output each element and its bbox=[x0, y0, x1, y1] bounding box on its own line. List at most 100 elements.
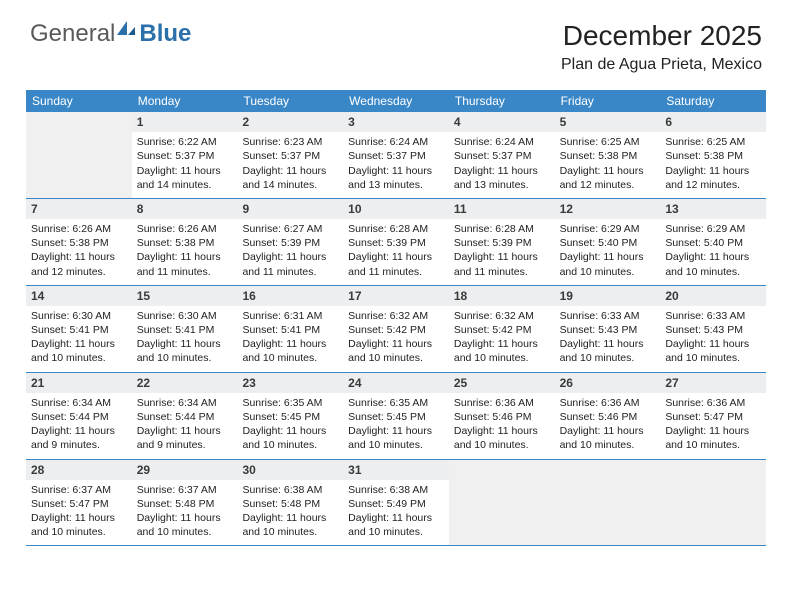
sunset-text: Sunset: 5:43 PM bbox=[665, 323, 761, 337]
calendar-cell: 28Sunrise: 6:37 AMSunset: 5:47 PMDayligh… bbox=[26, 460, 132, 546]
day-body: Sunrise: 6:38 AMSunset: 5:49 PMDaylight:… bbox=[343, 480, 449, 546]
calendar-cell: 4Sunrise: 6:24 AMSunset: 5:37 PMDaylight… bbox=[449, 112, 555, 198]
day-number: 23 bbox=[237, 373, 343, 393]
calendar-cell: 19Sunrise: 6:33 AMSunset: 5:43 PMDayligh… bbox=[555, 286, 661, 372]
calendar-cell: 21Sunrise: 6:34 AMSunset: 5:44 PMDayligh… bbox=[26, 373, 132, 459]
calendar-cell: 29Sunrise: 6:37 AMSunset: 5:48 PMDayligh… bbox=[132, 460, 238, 546]
daylight-line1: Daylight: 11 hours bbox=[454, 337, 550, 351]
sunset-text: Sunset: 5:49 PM bbox=[348, 497, 444, 511]
calendar-cell: 18Sunrise: 6:32 AMSunset: 5:42 PMDayligh… bbox=[449, 286, 555, 372]
day-number: 29 bbox=[132, 460, 238, 480]
day-number: 30 bbox=[237, 460, 343, 480]
week-row: 7Sunrise: 6:26 AMSunset: 5:38 PMDaylight… bbox=[26, 199, 766, 286]
day-header-row: SundayMondayTuesdayWednesdayThursdayFrid… bbox=[26, 90, 766, 112]
sunset-text: Sunset: 5:40 PM bbox=[560, 236, 656, 250]
calendar-cell: 3Sunrise: 6:24 AMSunset: 5:37 PMDaylight… bbox=[343, 112, 449, 198]
daylight-line2: and 14 minutes. bbox=[242, 178, 338, 192]
day-body: Sunrise: 6:33 AMSunset: 5:43 PMDaylight:… bbox=[660, 306, 766, 372]
daylight-line1: Daylight: 11 hours bbox=[665, 250, 761, 264]
calendar-cell: 24Sunrise: 6:35 AMSunset: 5:45 PMDayligh… bbox=[343, 373, 449, 459]
calendar-cell: 14Sunrise: 6:30 AMSunset: 5:41 PMDayligh… bbox=[26, 286, 132, 372]
daylight-line1: Daylight: 11 hours bbox=[560, 424, 656, 438]
daylight-line1: Daylight: 11 hours bbox=[242, 337, 338, 351]
daylight-line2: and 10 minutes. bbox=[560, 438, 656, 452]
sunset-text: Sunset: 5:38 PM bbox=[560, 149, 656, 163]
day-number: 2 bbox=[237, 112, 343, 132]
daylight-line2: and 10 minutes. bbox=[560, 351, 656, 365]
sunrise-text: Sunrise: 6:25 AM bbox=[665, 135, 761, 149]
daylight-line1: Daylight: 11 hours bbox=[242, 511, 338, 525]
day-header: Wednesday bbox=[343, 90, 449, 112]
daylight-line1: Daylight: 11 hours bbox=[137, 424, 233, 438]
calendar-cell: 12Sunrise: 6:29 AMSunset: 5:40 PMDayligh… bbox=[555, 199, 661, 285]
sunset-text: Sunset: 5:42 PM bbox=[348, 323, 444, 337]
sunset-text: Sunset: 5:37 PM bbox=[454, 149, 550, 163]
day-header: Saturday bbox=[660, 90, 766, 112]
day-number: 3 bbox=[343, 112, 449, 132]
sunrise-text: Sunrise: 6:22 AM bbox=[137, 135, 233, 149]
day-number: 25 bbox=[449, 373, 555, 393]
day-number: 13 bbox=[660, 199, 766, 219]
week-row: 1Sunrise: 6:22 AMSunset: 5:37 PMDaylight… bbox=[26, 112, 766, 199]
daylight-line1: Daylight: 11 hours bbox=[348, 337, 444, 351]
sunrise-text: Sunrise: 6:36 AM bbox=[454, 396, 550, 410]
day-number: 6 bbox=[660, 112, 766, 132]
calendar-cell: 31Sunrise: 6:38 AMSunset: 5:49 PMDayligh… bbox=[343, 460, 449, 546]
calendar-cell: 9Sunrise: 6:27 AMSunset: 5:39 PMDaylight… bbox=[237, 199, 343, 285]
sunrise-text: Sunrise: 6:29 AM bbox=[560, 222, 656, 236]
day-number: 5 bbox=[555, 112, 661, 132]
sunset-text: Sunset: 5:41 PM bbox=[31, 323, 127, 337]
day-number: 9 bbox=[237, 199, 343, 219]
daylight-line2: and 13 minutes. bbox=[348, 178, 444, 192]
day-body: Sunrise: 6:35 AMSunset: 5:45 PMDaylight:… bbox=[343, 393, 449, 459]
sunset-text: Sunset: 5:45 PM bbox=[348, 410, 444, 424]
day-body: Sunrise: 6:36 AMSunset: 5:46 PMDaylight:… bbox=[555, 393, 661, 459]
day-number: 8 bbox=[132, 199, 238, 219]
day-body: Sunrise: 6:33 AMSunset: 5:43 PMDaylight:… bbox=[555, 306, 661, 372]
sunset-text: Sunset: 5:45 PM bbox=[242, 410, 338, 424]
calendar-cell: 10Sunrise: 6:28 AMSunset: 5:39 PMDayligh… bbox=[343, 199, 449, 285]
daylight-line1: Daylight: 11 hours bbox=[31, 511, 127, 525]
daylight-line2: and 10 minutes. bbox=[242, 438, 338, 452]
daylight-line1: Daylight: 11 hours bbox=[454, 250, 550, 264]
daylight-line2: and 10 minutes. bbox=[137, 525, 233, 539]
daylight-line2: and 13 minutes. bbox=[454, 178, 550, 192]
calendar-cell: 30Sunrise: 6:38 AMSunset: 5:48 PMDayligh… bbox=[237, 460, 343, 546]
sunset-text: Sunset: 5:44 PM bbox=[31, 410, 127, 424]
day-number: 22 bbox=[132, 373, 238, 393]
logo-text-2: Blue bbox=[139, 20, 191, 48]
sunrise-text: Sunrise: 6:34 AM bbox=[137, 396, 233, 410]
calendar-cell: 7Sunrise: 6:26 AMSunset: 5:38 PMDaylight… bbox=[26, 199, 132, 285]
sunrise-text: Sunrise: 6:24 AM bbox=[348, 135, 444, 149]
daylight-line1: Daylight: 11 hours bbox=[31, 250, 127, 264]
daylight-line1: Daylight: 11 hours bbox=[137, 250, 233, 264]
sunrise-text: Sunrise: 6:32 AM bbox=[454, 309, 550, 323]
calendar-cell bbox=[26, 112, 132, 198]
sunrise-text: Sunrise: 6:36 AM bbox=[560, 396, 656, 410]
sunset-text: Sunset: 5:39 PM bbox=[348, 236, 444, 250]
daylight-line1: Daylight: 11 hours bbox=[31, 424, 127, 438]
calendar-cell: 25Sunrise: 6:36 AMSunset: 5:46 PMDayligh… bbox=[449, 373, 555, 459]
sunrise-text: Sunrise: 6:32 AM bbox=[348, 309, 444, 323]
week-row: 28Sunrise: 6:37 AMSunset: 5:47 PMDayligh… bbox=[26, 460, 766, 547]
sunset-text: Sunset: 5:46 PM bbox=[560, 410, 656, 424]
day-header: Friday bbox=[555, 90, 661, 112]
logo-sail-icon bbox=[115, 19, 137, 37]
calendar-cell: 22Sunrise: 6:34 AMSunset: 5:44 PMDayligh… bbox=[132, 373, 238, 459]
daylight-line1: Daylight: 11 hours bbox=[665, 337, 761, 351]
calendar-cell: 20Sunrise: 6:33 AMSunset: 5:43 PMDayligh… bbox=[660, 286, 766, 372]
sunset-text: Sunset: 5:38 PM bbox=[137, 236, 233, 250]
daylight-line2: and 12 minutes. bbox=[560, 178, 656, 192]
day-number: 21 bbox=[26, 373, 132, 393]
sunset-text: Sunset: 5:47 PM bbox=[31, 497, 127, 511]
sunrise-text: Sunrise: 6:37 AM bbox=[137, 483, 233, 497]
day-body: Sunrise: 6:31 AMSunset: 5:41 PMDaylight:… bbox=[237, 306, 343, 372]
page-header: General Blue December 2025 Plan de Agua … bbox=[0, 0, 792, 82]
sunset-text: Sunset: 5:37 PM bbox=[242, 149, 338, 163]
calendar-cell: 27Sunrise: 6:36 AMSunset: 5:47 PMDayligh… bbox=[660, 373, 766, 459]
calendar-cell bbox=[555, 460, 661, 546]
day-body: Sunrise: 6:24 AMSunset: 5:37 PMDaylight:… bbox=[449, 132, 555, 198]
daylight-line1: Daylight: 11 hours bbox=[137, 337, 233, 351]
daylight-line1: Daylight: 11 hours bbox=[348, 250, 444, 264]
day-body: Sunrise: 6:26 AMSunset: 5:38 PMDaylight:… bbox=[26, 219, 132, 285]
